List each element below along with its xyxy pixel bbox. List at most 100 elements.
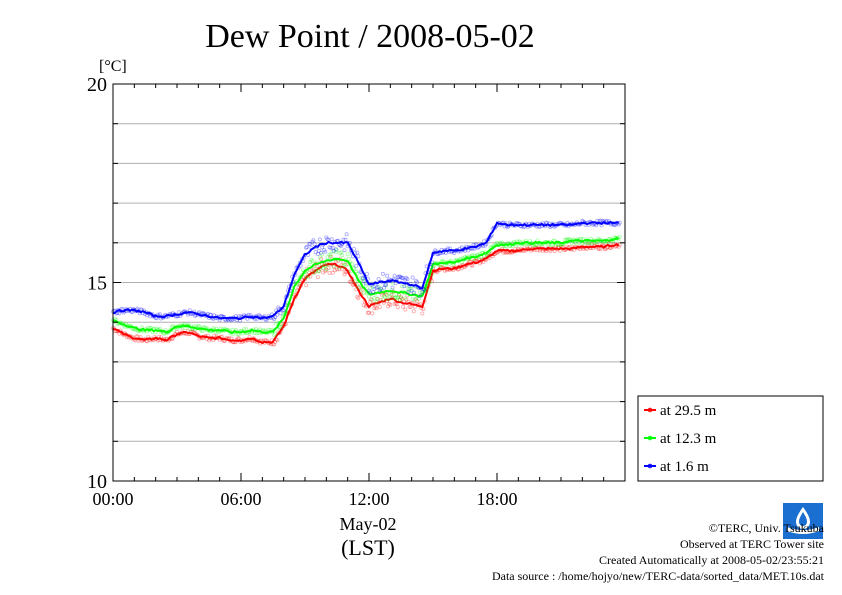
data-point bbox=[170, 336, 175, 341]
data-point bbox=[406, 287, 411, 292]
data-point bbox=[401, 304, 406, 309]
data-point bbox=[414, 280, 419, 285]
data-point bbox=[420, 289, 425, 294]
data-point bbox=[386, 297, 391, 302]
data-point bbox=[381, 293, 386, 298]
data-point bbox=[433, 260, 438, 265]
data-point bbox=[375, 297, 380, 302]
y-tick-label: 10 bbox=[87, 471, 107, 493]
data-point bbox=[371, 290, 376, 295]
data-point bbox=[330, 245, 335, 250]
data-point bbox=[360, 287, 365, 292]
data-point bbox=[360, 276, 365, 281]
data-point bbox=[564, 237, 569, 242]
data-point bbox=[421, 306, 426, 311]
data-point bbox=[206, 338, 211, 343]
data-point bbox=[586, 240, 591, 245]
data-point bbox=[373, 304, 378, 309]
data-point bbox=[462, 248, 467, 253]
data-point bbox=[585, 242, 590, 247]
data-point bbox=[356, 284, 361, 289]
data-point bbox=[320, 245, 325, 250]
data-point bbox=[331, 248, 336, 253]
source-text: Data source : /home/hojyo/new/TERC-data/… bbox=[491, 569, 824, 583]
data-point bbox=[360, 275, 365, 280]
data-point bbox=[278, 324, 283, 329]
data-point bbox=[347, 279, 352, 284]
data-point bbox=[253, 314, 258, 319]
data-point bbox=[330, 270, 335, 275]
data-point bbox=[328, 245, 333, 250]
data-point bbox=[395, 295, 400, 300]
data-point bbox=[585, 240, 590, 245]
data-point bbox=[327, 270, 332, 275]
data-point bbox=[371, 284, 376, 289]
data-point bbox=[398, 295, 403, 300]
y-tick-labels: 10 15 20 bbox=[87, 74, 107, 493]
x-tick-labels: 00:00 06:00 12:00 18:00 bbox=[92, 489, 517, 509]
data-point bbox=[375, 284, 380, 289]
data-point bbox=[274, 321, 279, 326]
data-point bbox=[281, 308, 286, 313]
data-point bbox=[315, 275, 320, 280]
data-point bbox=[313, 250, 318, 255]
data-point bbox=[616, 237, 621, 242]
data-point bbox=[389, 292, 394, 297]
data-point bbox=[304, 275, 309, 280]
data-point bbox=[333, 249, 338, 254]
data-point bbox=[370, 298, 375, 303]
data-point bbox=[377, 288, 382, 293]
data-point bbox=[396, 274, 401, 279]
data-point bbox=[403, 277, 408, 282]
data-point bbox=[384, 282, 389, 287]
data-point bbox=[273, 315, 278, 320]
data-point bbox=[391, 292, 396, 297]
x-tick-label: 12:00 bbox=[348, 489, 389, 509]
data-point bbox=[279, 306, 284, 311]
data-point bbox=[193, 313, 198, 318]
data-point bbox=[278, 311, 283, 316]
data-point bbox=[374, 306, 379, 311]
data-point bbox=[348, 280, 353, 285]
data-point bbox=[385, 273, 390, 278]
data-point bbox=[395, 305, 400, 310]
legend-marker bbox=[647, 463, 653, 469]
data-point bbox=[117, 311, 122, 316]
data-point bbox=[407, 288, 412, 293]
data-point bbox=[321, 270, 326, 275]
data-point bbox=[414, 299, 419, 304]
data-point bbox=[617, 234, 622, 239]
copyright-text: ©TERC, Univ. Tsukuba bbox=[708, 521, 824, 535]
data-point bbox=[330, 249, 335, 254]
data-point bbox=[422, 287, 427, 292]
data-point bbox=[420, 311, 425, 316]
data-point bbox=[275, 338, 280, 343]
data-point bbox=[372, 286, 377, 291]
data-point bbox=[320, 252, 325, 257]
data-point bbox=[365, 310, 370, 315]
x-axis-sublabel: (LST) bbox=[341, 535, 395, 560]
data-point bbox=[316, 248, 321, 253]
data-point bbox=[355, 250, 360, 255]
x-axis-label: May-02 bbox=[340, 514, 397, 534]
data-point bbox=[397, 274, 402, 279]
data-point bbox=[379, 292, 384, 297]
data-point bbox=[405, 277, 410, 282]
data-point bbox=[366, 288, 371, 293]
series-at-12-3-m bbox=[111, 234, 622, 338]
data-point bbox=[388, 294, 393, 299]
data-point bbox=[202, 312, 207, 317]
data-point bbox=[394, 296, 399, 301]
data-point bbox=[361, 290, 366, 295]
y-tick-label: 20 bbox=[87, 74, 107, 96]
data-point bbox=[372, 306, 377, 311]
data-point bbox=[312, 242, 317, 247]
data-point bbox=[603, 246, 608, 251]
data-point bbox=[392, 301, 397, 306]
data-point bbox=[397, 297, 402, 302]
data-point bbox=[325, 237, 330, 242]
data-point bbox=[307, 241, 312, 246]
data-point bbox=[310, 259, 315, 264]
legend-label: at 1.6 m bbox=[660, 459, 709, 475]
data-point bbox=[344, 232, 349, 237]
